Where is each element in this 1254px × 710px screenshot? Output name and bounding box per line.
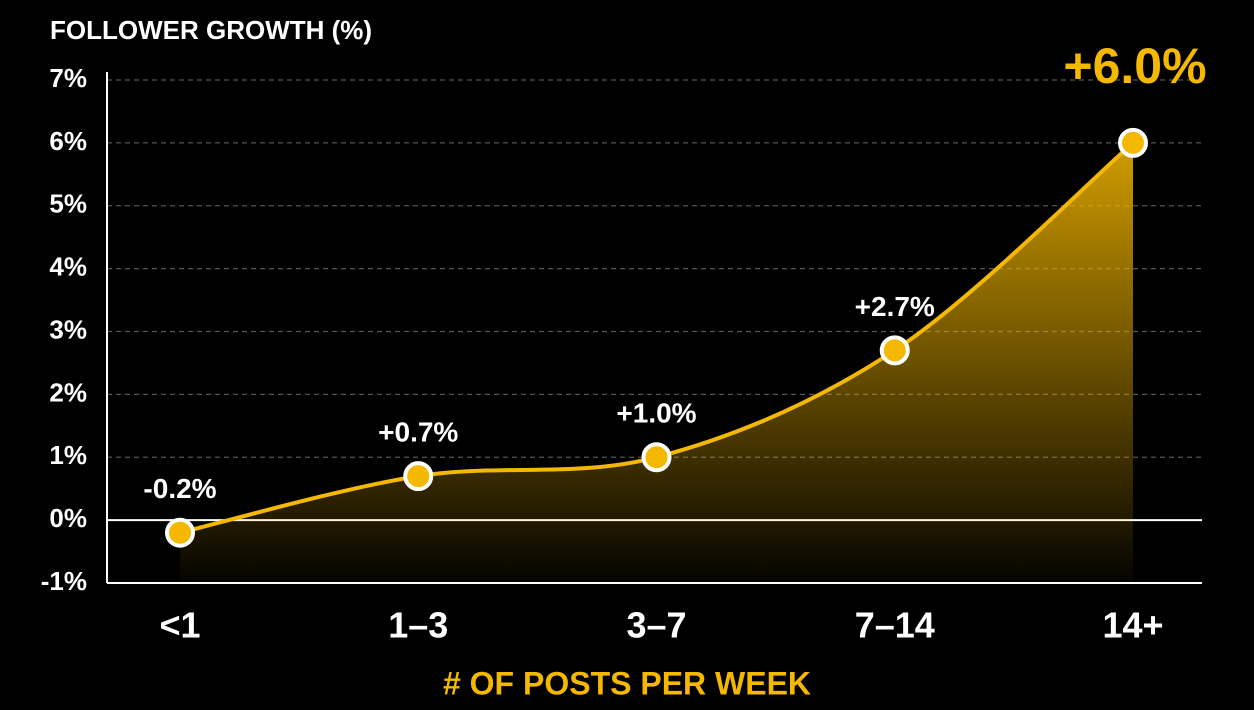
x-tick-label: <1	[159, 605, 200, 646]
y-tick-label: -1%	[41, 566, 87, 596]
chart-title: FOLLOWER GROWTH (%)	[50, 15, 372, 45]
value-label: +0.7%	[378, 417, 458, 448]
area	[180, 142, 1133, 583]
point	[879, 335, 910, 366]
value-label: +6.0%	[1063, 38, 1206, 94]
y-tick-label: 1%	[49, 440, 87, 470]
point	[165, 517, 195, 548]
x-axis-title: # OF POSTS PER WEEK	[443, 665, 811, 701]
y-tick-label: 7%	[49, 63, 87, 93]
point	[1118, 127, 1148, 158]
point	[641, 442, 672, 473]
y-tick-label: 0%	[49, 503, 87, 533]
x-tick-label: 14+	[1102, 605, 1163, 646]
value-label: +2.7%	[855, 291, 935, 322]
y-tick-label: 3%	[49, 314, 87, 344]
y-tick-label: 2%	[49, 377, 87, 407]
value-label: -0.2%	[143, 473, 216, 504]
y-tick-label: 5%	[49, 189, 87, 219]
point	[403, 461, 434, 492]
x-tick-label: 1–3	[388, 605, 448, 646]
x-tick-label: 7–14	[855, 605, 935, 646]
y-tick-label: 4%	[49, 252, 87, 282]
value-label: +1.0%	[616, 398, 696, 429]
y-tick-label: 6%	[49, 126, 87, 156]
x-tick-label: 3–7	[626, 605, 686, 646]
